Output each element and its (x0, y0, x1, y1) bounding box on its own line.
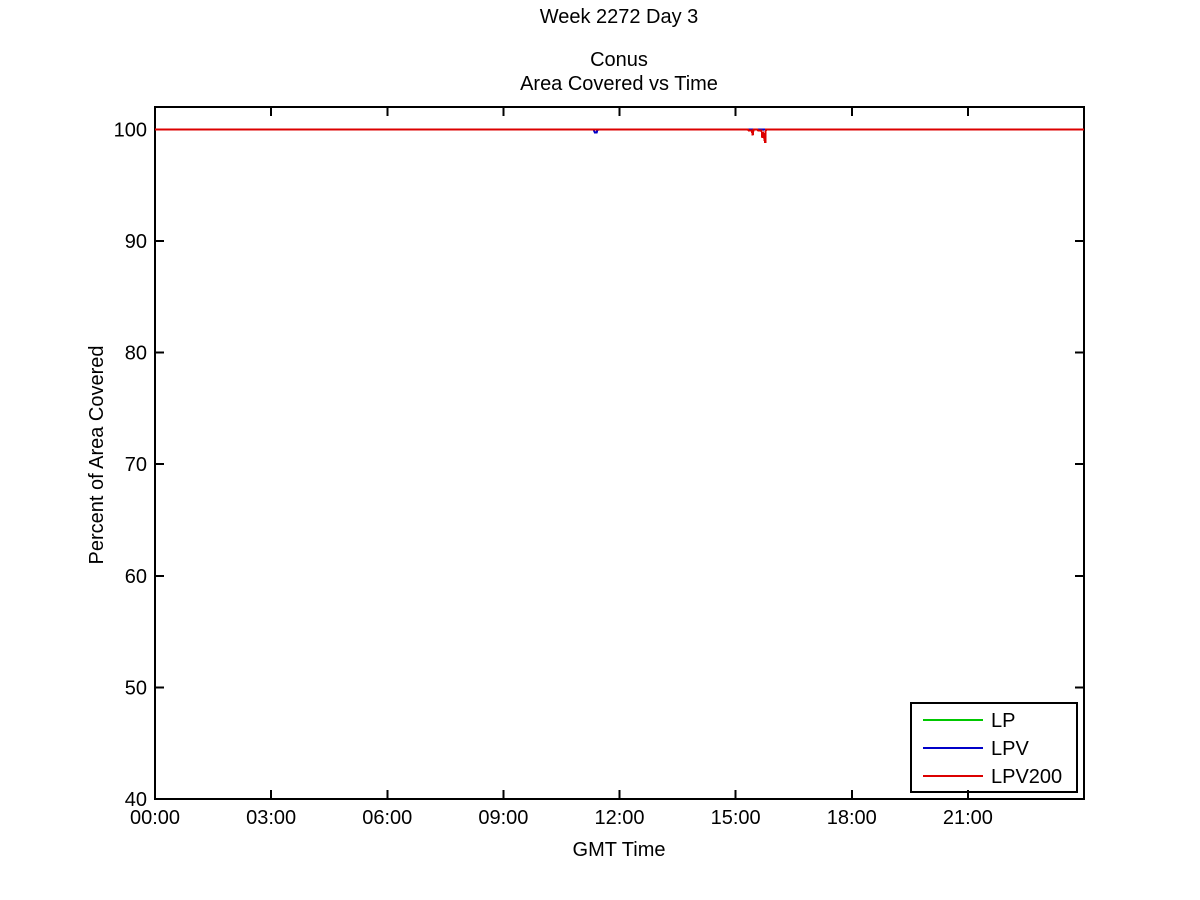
figure-title: Week 2272 Day 3 (540, 6, 699, 28)
legend: LP LPV LPV200 (910, 702, 1078, 793)
axis-tick-labels: 00:00 03:00 06:00 09:00 12:00 15:00 18:00 21:00… (114, 119, 993, 829)
y-tick-label: 50 (125, 677, 147, 699)
y-tick-label: 90 (125, 231, 147, 253)
x-tick-label: 03:00 (246, 807, 296, 829)
x-tick-label: 06:00 (362, 807, 412, 829)
legend-label-lp: LP (991, 710, 1015, 732)
chart-subtitle-metric: Area Covered vs Time (520, 73, 718, 95)
y-tick-label: 100 (114, 119, 147, 141)
axis-ticks (154, 107, 1084, 800)
y-axis-label: Percent of Area Covered (86, 345, 108, 564)
x-tick-label: 00:00 (130, 807, 180, 829)
y-tick-label: 40 (125, 789, 147, 811)
x-tick-label: 09:00 (478, 807, 528, 829)
data-series (155, 128, 1084, 144)
legend-label-lpv200: LPV200 (991, 766, 1062, 788)
x-tick-label: 21:00 (943, 807, 993, 829)
x-tick-label: 18:00 (827, 807, 877, 829)
x-axis-label: GMT Time (573, 839, 666, 861)
chart-subtitle-region: Conus (590, 49, 648, 71)
legend-label-lpv: LPV (991, 738, 1029, 760)
y-tick-label: 80 (125, 343, 147, 365)
y-tick-label: 70 (125, 454, 147, 476)
y-tick-label: 60 (125, 566, 147, 588)
legend-box (910, 702, 1078, 793)
x-tick-label: 15:00 (711, 807, 761, 829)
series-line-lpv200 (155, 128, 1084, 144)
plot-box (154, 106, 1085, 800)
x-tick-label: 12:00 (594, 807, 644, 829)
